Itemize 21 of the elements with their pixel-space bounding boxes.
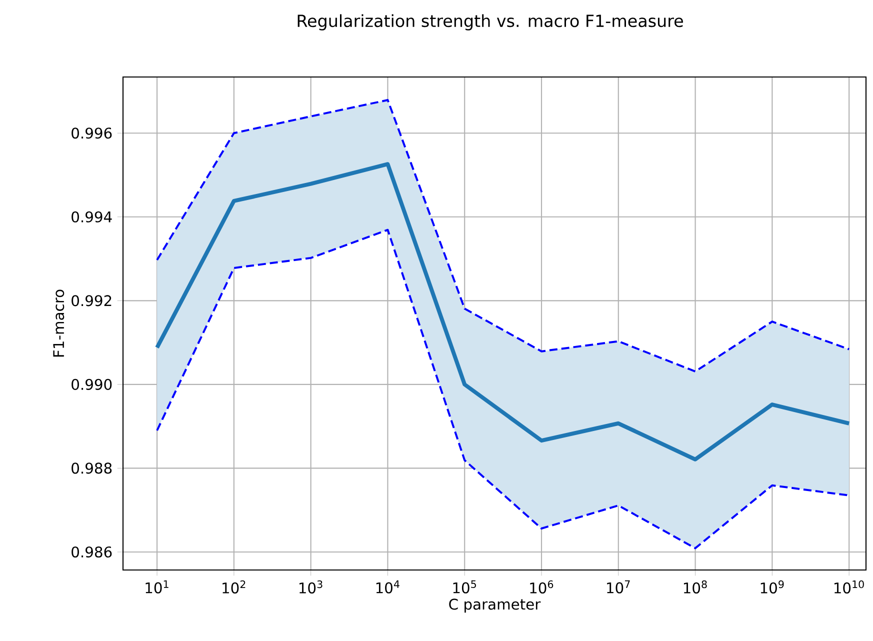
x-tick-label: 10$^{2}$: [222, 580, 246, 594]
x-tick-label: 10$^{6}$: [530, 580, 554, 594]
y-tick-label: 0.988: [72, 462, 112, 474]
x-tick-label: 10$^{3}$: [300, 580, 322, 594]
x-tick-label: 10$^{9}$: [760, 580, 784, 594]
x-tick-label: 10$^{4}$: [376, 580, 400, 594]
y-tick-label: 0.986: [72, 546, 112, 558]
y-tick-label: 0.992: [72, 295, 112, 306]
y-tick-label: 0.990: [72, 378, 112, 390]
y-tick-label: 0.994: [72, 211, 112, 222]
x-axis-title: C parameter: [449, 598, 541, 613]
x-tick-label: 10$^{5}$: [453, 580, 476, 594]
x-tick-label: 10$^{7}$: [607, 580, 630, 594]
line-series: [156, 99, 850, 372]
line-series: [155, 162, 852, 462]
x-tick-label: 10$^{8}$: [684, 580, 707, 594]
x-tick-label: 10$^{10}$: [834, 580, 864, 594]
x-tick-label: 10$^{1}$: [146, 580, 168, 594]
y-tick-label: 0.996: [72, 128, 112, 139]
chart-title: Regularization strength vs. macro F1-measure: [298, 14, 683, 30]
y-axis-title: F1-macro: [53, 290, 64, 357]
